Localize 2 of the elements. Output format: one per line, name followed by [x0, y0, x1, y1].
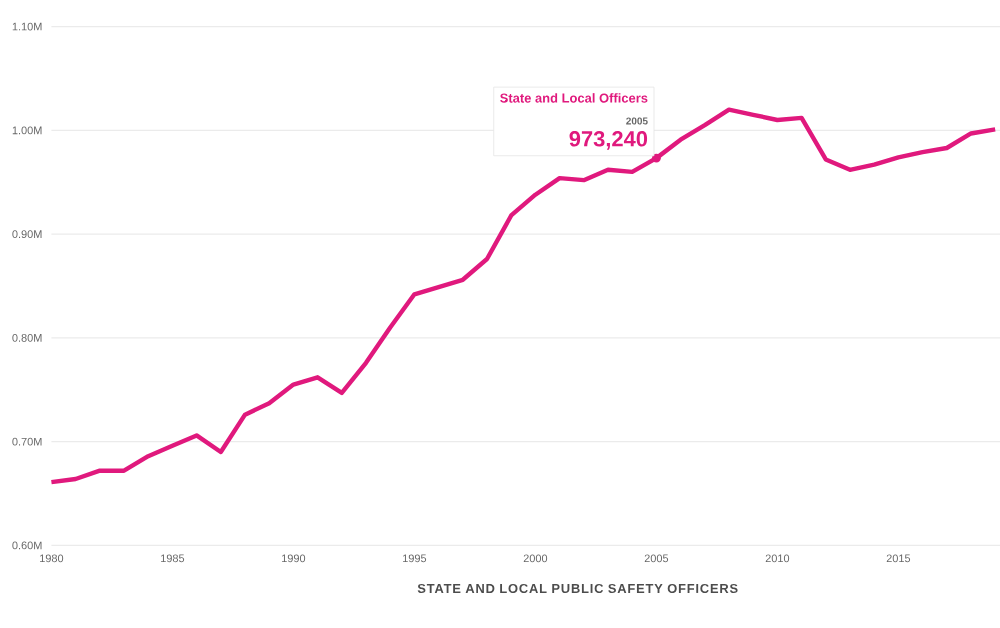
line-series [49, 107, 998, 485]
data-label: 973,240 [569, 131, 648, 150]
